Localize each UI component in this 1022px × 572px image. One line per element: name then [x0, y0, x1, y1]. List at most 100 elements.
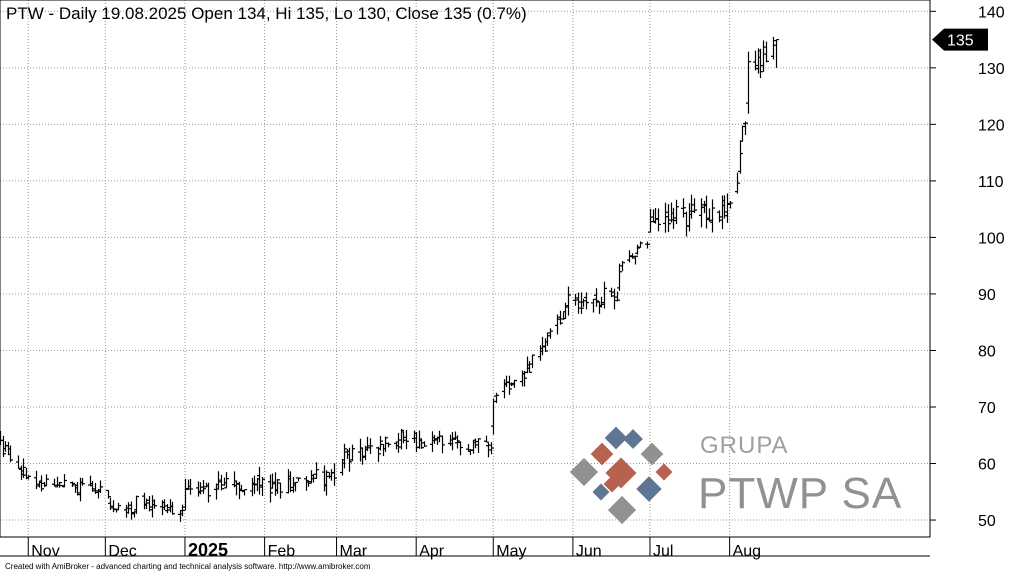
ohlc-bar: [147, 496, 152, 512]
ohlc-bar: [599, 296, 604, 308]
ohlc-bar: [293, 481, 298, 492]
price-tick-label: 70: [978, 400, 996, 417]
ohlc-bar: [21, 458, 26, 478]
ohlc-bar: [584, 292, 589, 310]
ohlc-bar: [206, 482, 211, 503]
ohlc-bar: [224, 472, 229, 489]
ohlc-bar: [633, 255, 638, 265]
ohlc-bar: [201, 480, 206, 494]
price-tick-label: 120: [978, 117, 1005, 134]
ohlc-bar: [314, 462, 319, 480]
ohlc-bar: [615, 291, 620, 302]
last-price-value: 135: [947, 33, 974, 50]
ohlc-bar: [738, 140, 743, 174]
ohlc-bar: [558, 310, 563, 325]
price-tick-label: 50: [978, 513, 996, 530]
ohlc-bar: [509, 382, 514, 387]
ohlc-bar: [486, 442, 491, 458]
date-tick-label: Apr: [419, 543, 445, 560]
date-tick-label: Mar: [340, 543, 368, 560]
ohlc-bar: [347, 447, 352, 472]
ohlc-bar: [530, 354, 535, 369]
date-tick-label: Aug: [733, 543, 761, 560]
price-tick-label: 110: [978, 174, 1004, 191]
ohlc-bar: [75, 481, 80, 496]
ohlc-bar: [70, 481, 75, 487]
ohlc-bar: [725, 193, 730, 223]
ohlc-bar: [774, 38, 779, 68]
ohlc-bar: [689, 194, 694, 219]
ohlc-bar: [561, 312, 566, 320]
ohlc-bar: [422, 441, 427, 447]
ohlc-bar: [707, 208, 712, 222]
ohlc-bar: [458, 441, 463, 456]
ohlc-bar: [396, 433, 401, 453]
ohlc-bar: [573, 293, 578, 306]
ohlc-bar: [617, 263, 622, 291]
ohlc-bar: [134, 495, 139, 514]
logo-word-ptwp: PTWP SA: [698, 469, 902, 518]
ohlc-bar: [494, 392, 499, 403]
ohlc-bar: [746, 51, 751, 114]
ohlc-bar: [753, 50, 758, 71]
ohlc-bar: [638, 241, 643, 248]
price-tick-label: 80: [978, 343, 996, 360]
ohlc-bar: [80, 477, 85, 486]
ohlc-bar: [555, 314, 560, 335]
ohlc-bar: [98, 480, 103, 493]
ohlc-bar: [627, 250, 632, 263]
ohlc-bar: [365, 436, 370, 452]
ohlc-bar: [666, 204, 671, 233]
ohlc-bar: [674, 199, 679, 224]
ohlc-bar: [440, 435, 445, 454]
ohlc-bar: [512, 379, 517, 388]
ohlc-bar: [270, 473, 275, 489]
ohlc-bar: [216, 471, 221, 490]
ohlc-bar: [684, 211, 689, 237]
ohlc-bar: [306, 480, 311, 487]
ohlc-bar: [648, 208, 653, 233]
ohlc-bar: [489, 442, 494, 455]
ohlc-bar: [771, 36, 776, 60]
ohlc-bar: [758, 48, 763, 79]
ohlc-bar: [543, 338, 548, 352]
ohlc-bar: [386, 442, 391, 448]
ohlc-bar: [1, 435, 6, 458]
ohlc-bar: [260, 476, 265, 497]
ohlc-bar: [722, 195, 727, 219]
ohlc-bar: [743, 121, 748, 136]
ohlc-bar: [522, 370, 527, 387]
ohlc-bar: [129, 501, 134, 520]
ohlc-bar: [761, 40, 766, 72]
date-tick-label: Jun: [576, 543, 602, 560]
ohlc-bar: [152, 499, 157, 509]
ohlc-bar: [630, 253, 635, 259]
price-tick-label: 130: [978, 61, 1005, 78]
ohlc-bar: [165, 504, 170, 514]
ohlc-bar: [717, 210, 722, 223]
ohlc-bar: [111, 500, 116, 513]
ohlc-bar: [62, 474, 67, 487]
ohlc-bar: [735, 172, 740, 194]
ohlc-bar: [170, 501, 175, 515]
price-tick-label: 90: [978, 287, 996, 304]
ohlc-bar: [311, 473, 316, 483]
ohlc-bar: [288, 471, 293, 493]
ohlc-bar: [57, 481, 62, 488]
ohlc-bar: [656, 208, 661, 232]
ohlc-bar: [383, 436, 388, 452]
ohlc-bar: [491, 398, 496, 435]
ohlc-bar: [699, 198, 704, 228]
ohlc-bar: [566, 286, 571, 316]
ohlc-bar: [39, 475, 44, 492]
ohlc-bar: [507, 375, 512, 395]
date-tick-label: Feb: [268, 543, 296, 560]
ohlc-bar: [26, 475, 31, 480]
ohlc-bar: [44, 474, 49, 487]
ohlc-bar: [242, 489, 247, 496]
ohlc-bar: [296, 477, 301, 482]
ohlc-bar: [692, 198, 697, 213]
ohlc-bar: [612, 288, 617, 310]
ohlc-bar: [663, 202, 668, 233]
ohlc-bar: [257, 466, 262, 495]
